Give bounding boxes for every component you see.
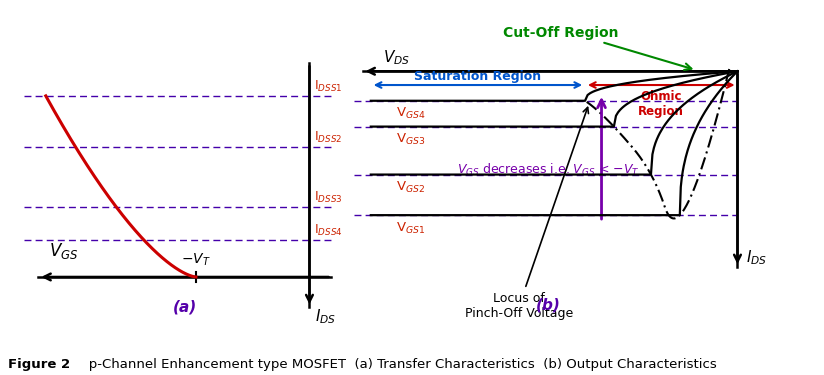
Text: $I_{DS}$: $I_{DS}$ xyxy=(746,249,767,267)
Text: Locus of
Pinch-Off Voltage: Locus of Pinch-Off Voltage xyxy=(465,107,588,320)
Text: I$_{DSS2}$: I$_{DSS2}$ xyxy=(314,129,342,145)
Text: Figure 2: Figure 2 xyxy=(8,358,70,371)
Text: Ohmic
Region: Ohmic Region xyxy=(639,90,684,117)
Text: $V_{GS}$: $V_{GS}$ xyxy=(49,241,79,261)
Text: I$_{DSS3}$: I$_{DSS3}$ xyxy=(314,190,343,205)
Text: V$_{GS2}$: V$_{GS2}$ xyxy=(396,180,424,195)
Text: $V_{GS}$ decreases i.e. $V_{GS}$ < $-V_T$: $V_{GS}$ decreases i.e. $V_{GS}$ < $-V_T… xyxy=(457,162,640,178)
Text: $-V_T$: $-V_T$ xyxy=(181,251,211,268)
Text: $V_{DS}$: $V_{DS}$ xyxy=(383,48,410,67)
Text: (a): (a) xyxy=(173,300,197,315)
Text: V$_{GS4}$: V$_{GS4}$ xyxy=(396,106,425,122)
Text: $I_{DS}$: $I_{DS}$ xyxy=(316,307,336,326)
Text: Saturation Region: Saturation Region xyxy=(414,70,541,83)
Text: (b): (b) xyxy=(536,298,560,313)
Text: p-Channel Enhancement type MOSFET  (a) Transfer Characteristics  (b) Output Char: p-Channel Enhancement type MOSFET (a) Tr… xyxy=(76,358,717,371)
Text: V$_{GS3}$: V$_{GS3}$ xyxy=(396,132,425,147)
Text: I$_{DSS1}$: I$_{DSS1}$ xyxy=(314,78,342,94)
Text: V$_{GS1}$: V$_{GS1}$ xyxy=(396,221,425,236)
Text: I$_{DSS4}$: I$_{DSS4}$ xyxy=(314,222,343,237)
Text: Cut-Off Region: Cut-Off Region xyxy=(503,27,618,40)
